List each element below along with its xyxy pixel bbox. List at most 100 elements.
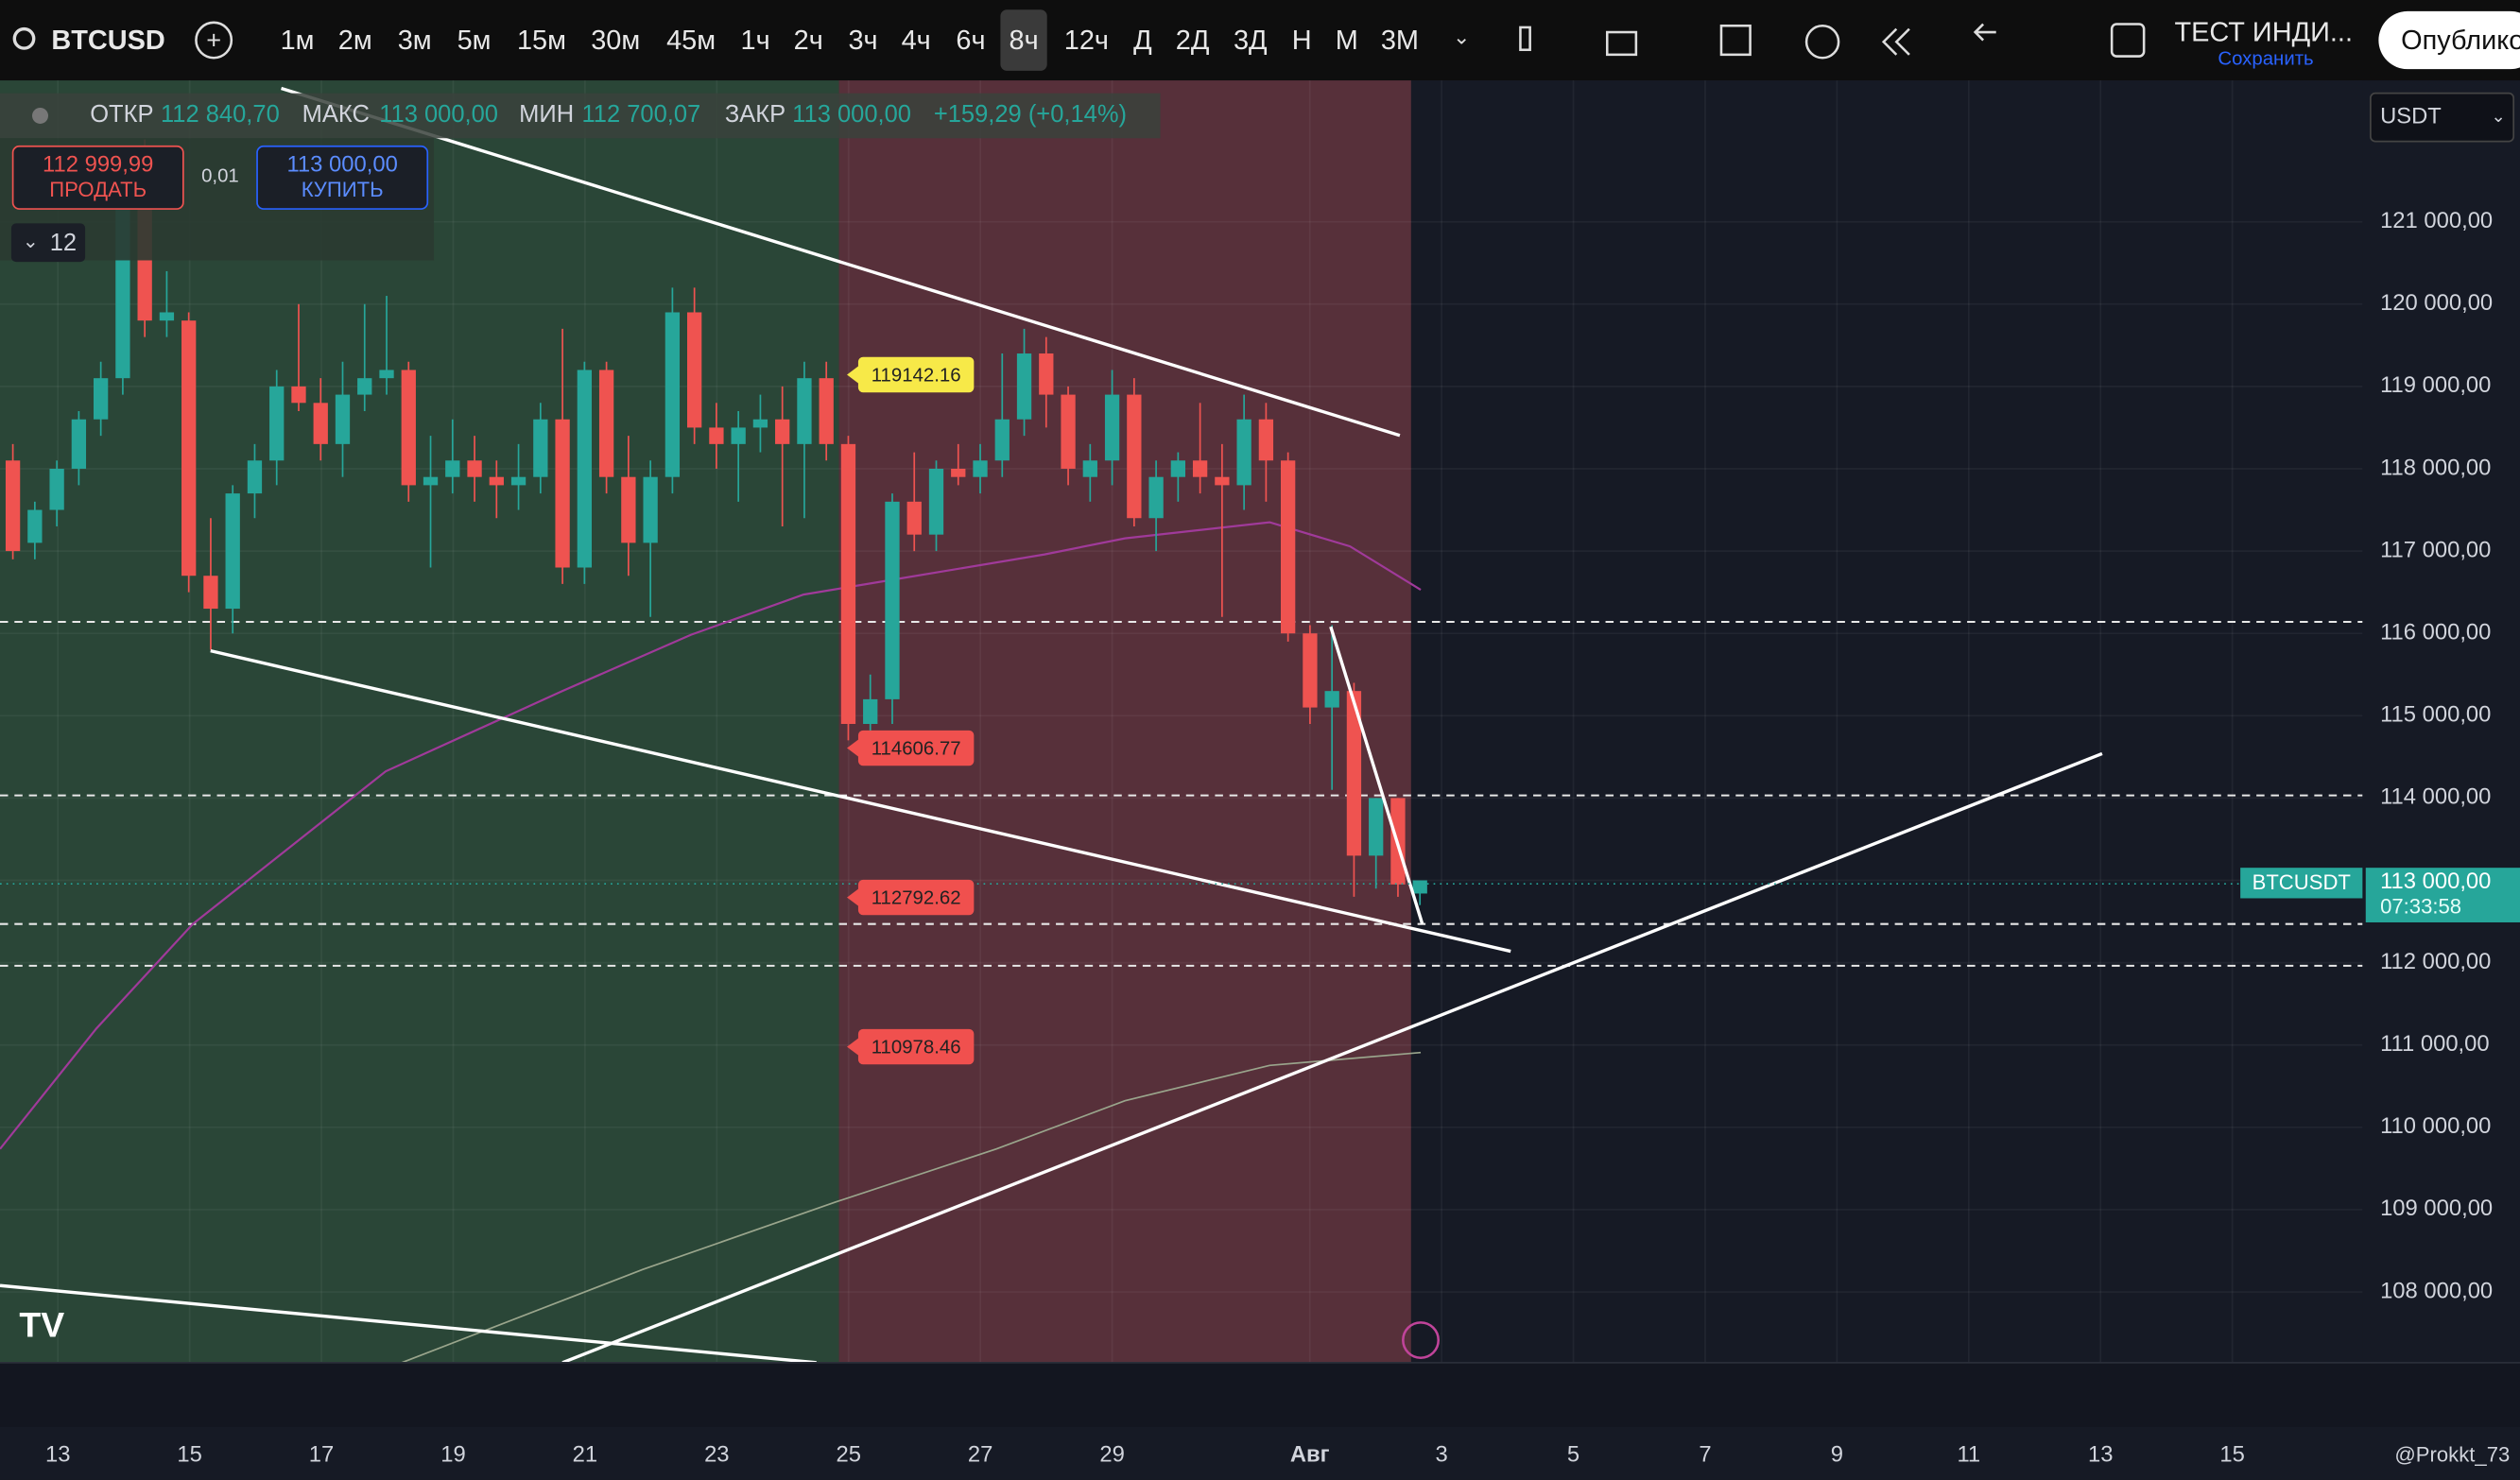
- candle-body: [379, 370, 394, 379]
- chevron: ⌄: [23, 232, 39, 252]
- interval[interactable]: 3ч: [848, 26, 877, 56]
- interval[interactable]: 3М: [1381, 26, 1419, 56]
- currency[interactable]: USDT: [2380, 103, 2442, 129]
- candle-body: [27, 509, 43, 543]
- candle-body: [71, 419, 87, 469]
- candle-body: [1082, 460, 1097, 477]
- layout-icon[interactable]: [1719, 24, 1752, 57]
- publish[interactable]: Опублико: [2401, 26, 2520, 56]
- interval[interactable]: 45м: [666, 26, 716, 56]
- interval[interactable]: 2м: [338, 26, 372, 56]
- price-label: 120 000,00: [2380, 290, 2493, 316]
- candle-body: [951, 468, 966, 477]
- candle-body: [225, 493, 240, 610]
- price-label: 119 000,00: [2380, 372, 2491, 398]
- candle-body: [510, 476, 526, 486]
- interval[interactable]: 5м: [457, 26, 492, 56]
- interval[interactable]: 3Д: [1234, 26, 1268, 56]
- candle-body: [885, 501, 900, 699]
- countdown: 07:33:58: [2380, 895, 2461, 919]
- symbol[interactable]: BTCUSD: [51, 26, 164, 56]
- candle-body: [203, 576, 218, 610]
- candle-body: [863, 698, 878, 725]
- candle-body: [269, 386, 285, 461]
- date-label: 27: [968, 1442, 992, 1468]
- alert-icon[interactable]: [1402, 1321, 1441, 1360]
- search-icon[interactable]: [12, 26, 36, 50]
- interval[interactable]: 2Д: [1176, 26, 1210, 56]
- fullscreen-icon[interactable]: [2110, 23, 2146, 58]
- legend-label: МИН: [519, 101, 574, 128]
- indicator-icon[interactable]: [1605, 30, 1638, 57]
- legend-dot: [32, 107, 49, 124]
- last-price-box: [2365, 868, 2520, 922]
- legend-change: +159,29 (+0,14%): [934, 101, 1127, 128]
- price-tag-pointer: [847, 738, 860, 758]
- date-label: Авг: [1290, 1442, 1330, 1468]
- add-symbol[interactable]: [195, 21, 233, 60]
- price-label: 114 000,00: [2380, 784, 2491, 810]
- interval[interactable]: 12ч: [1064, 26, 1109, 56]
- interval[interactable]: 4ч: [902, 26, 931, 56]
- candle-icon[interactable]: [1519, 26, 1531, 52]
- interval[interactable]: 1м: [281, 26, 315, 56]
- legend-value: 113 000,00: [792, 101, 911, 128]
- date-label: 9: [1831, 1442, 1843, 1468]
- candle-body: [1346, 691, 1362, 856]
- undo-icon[interactable]: [1973, 23, 1996, 42]
- interval[interactable]: 30м: [591, 26, 640, 56]
- interval[interactable]: Д: [1133, 26, 1152, 56]
- candle-body: [819, 378, 834, 444]
- candle-body: [1303, 633, 1318, 708]
- publish-button[interactable]: [2378, 10, 2520, 70]
- trend-line: [1329, 626, 1424, 925]
- price-tags: 119142.16 114606.77 112792.62 110978.46: [847, 356, 975, 1065]
- candle-body: [1412, 880, 1427, 894]
- save[interactable]: Сохранить: [2218, 48, 2313, 69]
- date-label: 15: [2219, 1442, 2244, 1468]
- buy-price[interactable]: 113 000,00: [286, 151, 397, 177]
- legend-label: ОТКР: [90, 101, 153, 128]
- trend-line: [561, 751, 2103, 1365]
- candle-body: [598, 370, 614, 477]
- layout-name[interactable]: ТЕСТ ИНДИ...: [2174, 17, 2353, 47]
- interval[interactable]: 6ч: [956, 26, 985, 56]
- price-axis: [2362, 80, 2520, 1363]
- intervals: 1м 2м 3м 5м 15м 30м 45м 1ч 2ч 3ч 4ч 6ч 8ч 12ч Д 2Д 3Д Н М 3…: [281, 26, 1419, 56]
- interval[interactable]: 1ч: [741, 26, 770, 56]
- buy-button[interactable]: [256, 145, 429, 210]
- indicators-toggle[interactable]: [10, 223, 86, 263]
- interval[interactable]: Н: [1292, 26, 1312, 56]
- candle-body: [181, 320, 197, 577]
- price-label: 109 000,00: [2380, 1196, 2493, 1221]
- currency-select[interactable]: [2370, 92, 2515, 143]
- interval[interactable]: 3м: [398, 26, 432, 56]
- sell-button[interactable]: [11, 145, 184, 210]
- interval[interactable]: 15м: [517, 26, 566, 56]
- sell-label[interactable]: ПРОДАТЬ: [49, 178, 147, 201]
- legend-value: 112 700,07: [581, 101, 700, 128]
- indicator-count[interactable]: 12: [50, 230, 77, 256]
- trend-lines: [0, 86, 2103, 1365]
- candle-body: [840, 443, 856, 725]
- spacer: [0, 1362, 2520, 1427]
- plus: +: [206, 25, 221, 54]
- price-label: 108 000,00: [2380, 1278, 2493, 1303]
- interval[interactable]: 2ч: [794, 26, 823, 56]
- price-label: 116 000,00: [2380, 619, 2491, 645]
- candle-body: [665, 312, 681, 477]
- candle-body: [994, 419, 1010, 461]
- interval[interactable]: М: [1336, 26, 1358, 56]
- red-zone: [838, 80, 1411, 1363]
- interval[interactable]: 8ч: [1010, 26, 1039, 56]
- sell-price[interactable]: 112 999,99: [43, 151, 153, 177]
- price-label: 118 000,00: [2380, 455, 2491, 480]
- alert-icon[interactable]: [1804, 24, 1840, 60]
- date-label: 3: [1436, 1442, 1448, 1468]
- candle-body: [1039, 353, 1054, 395]
- buy-label[interactable]: КУПИТЬ: [302, 178, 384, 201]
- candle-body: [1369, 798, 1384, 856]
- chevron[interactable]: ⌄: [1453, 26, 1471, 49]
- replay-icon[interactable]: [1881, 27, 1910, 56]
